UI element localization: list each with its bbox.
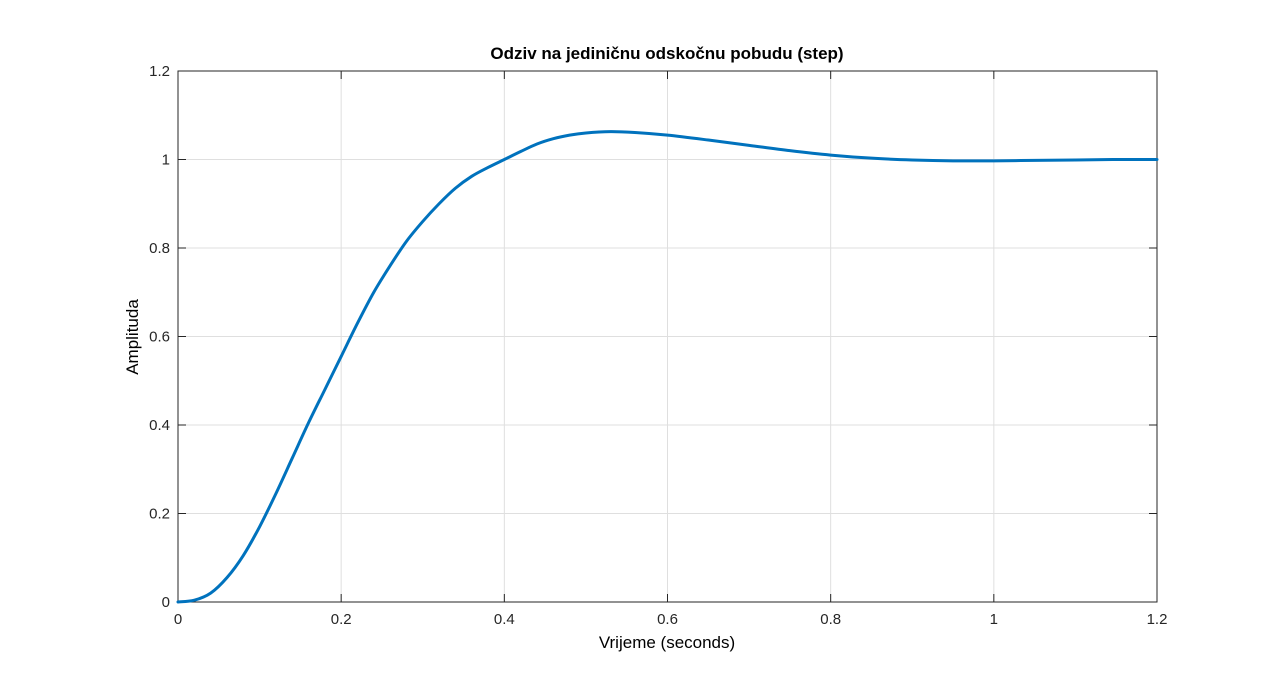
- y-tick-label: 0.8: [149, 240, 170, 257]
- y-tick-label: 0.4: [149, 417, 170, 434]
- grid-lines: [178, 71, 1157, 602]
- y-axis-label: Amplituda: [123, 299, 142, 375]
- x-tick-label: 1: [990, 611, 998, 628]
- x-axis-label: Vrijeme (seconds): [599, 633, 735, 652]
- y-tick-label: 1.2: [149, 63, 170, 80]
- x-tick-label: 0.6: [657, 611, 678, 628]
- y-tick-label: 0: [162, 594, 170, 611]
- series-layer: [176, 130, 1159, 604]
- step-response-line: [176, 130, 1159, 604]
- x-tick-label: 1.2: [1147, 611, 1168, 628]
- x-tick-label: 0.2: [331, 611, 352, 628]
- y-tick-label: 0.2: [149, 506, 170, 523]
- x-tick-label: 0.4: [494, 611, 515, 628]
- chart-title: Odziv na jediničnu odskočnu pobudu (step…: [490, 44, 843, 63]
- y-tick-label: 1: [162, 152, 170, 169]
- x-tick-label: 0: [174, 611, 182, 628]
- y-tick-label: 0.6: [149, 329, 170, 346]
- x-tick-label: 0.8: [820, 611, 841, 628]
- axis-ticks: 0 0.2 0.4 0.6 0.8 1 1.2 0 0.2 0.4 0.6 0.8 1 1.2: [149, 63, 1167, 628]
